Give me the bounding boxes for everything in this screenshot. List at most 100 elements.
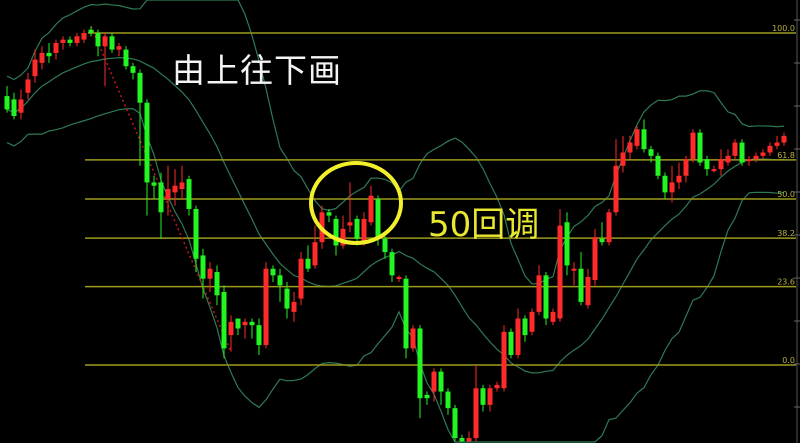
candle-body — [81, 33, 87, 40]
trendline — [90, 26, 232, 353]
candle-body — [760, 152, 766, 156]
candle — [46, 42, 52, 63]
candle-body — [25, 79, 31, 93]
candle-body — [347, 222, 353, 226]
candle-body — [424, 394, 430, 399]
candle — [424, 391, 430, 405]
candle-body — [697, 132, 703, 163]
candle-body — [543, 275, 549, 319]
candle — [165, 165, 171, 216]
candle — [459, 434, 465, 442]
candle-body — [718, 159, 724, 170]
candle — [228, 315, 234, 352]
candle — [74, 33, 80, 47]
candle-body — [690, 132, 696, 160]
candle-body — [473, 388, 479, 439]
candle-body — [445, 391, 451, 409]
candle-body — [382, 238, 388, 253]
trendline-dotted — [90, 26, 232, 353]
candle-body — [564, 222, 570, 266]
candle-body — [417, 328, 423, 399]
candle-body — [270, 268, 276, 276]
candle — [711, 165, 717, 173]
candle-body — [95, 33, 101, 47]
candle-body — [459, 438, 465, 442]
candle — [312, 225, 318, 269]
candles — [4, 26, 787, 442]
candle-body — [487, 388, 493, 405]
candle-body — [711, 169, 717, 172]
candle-body — [116, 46, 122, 50]
candle — [620, 135, 626, 173]
candle-body — [11, 99, 17, 116]
candle — [585, 268, 591, 309]
candle-body — [151, 182, 157, 186]
candle-body — [529, 311, 535, 332]
candle-body — [165, 189, 171, 199]
candle — [382, 235, 388, 259]
candle-body — [732, 142, 738, 156]
annotation-50-retracement: 50回调 — [428, 205, 540, 245]
candle — [116, 42, 122, 57]
candle — [431, 368, 437, 402]
fib-label-61.8: 61.8 — [777, 151, 795, 160]
candle-body — [32, 59, 38, 77]
candle-body — [431, 371, 437, 392]
candle-body — [172, 185, 178, 193]
candle — [753, 152, 759, 163]
candle — [557, 208, 563, 322]
candle-body — [242, 321, 248, 326]
candle — [501, 325, 507, 392]
candle-body — [676, 175, 682, 183]
candle — [445, 388, 451, 415]
candle — [389, 248, 395, 282]
candle — [578, 252, 584, 306]
candle — [144, 99, 150, 216]
candle — [403, 275, 409, 359]
candle-body — [438, 371, 444, 392]
candle — [270, 265, 276, 282]
candle-body — [501, 331, 507, 389]
candle — [361, 212, 367, 246]
bollinger-middle-band — [6, 57, 785, 374]
candle — [494, 381, 500, 392]
candle — [683, 155, 689, 183]
candle-body — [571, 268, 577, 271]
candle-body — [585, 277, 591, 306]
candle — [67, 36, 73, 47]
candle-body — [620, 152, 626, 166]
candle-body — [263, 268, 269, 346]
candle — [627, 135, 633, 160]
candle-body — [669, 182, 675, 193]
candle — [81, 29, 87, 43]
candle — [606, 208, 612, 246]
candle — [592, 228, 598, 286]
candle-body — [767, 145, 773, 153]
candle — [697, 129, 703, 166]
candle-body — [102, 36, 108, 47]
candle — [536, 265, 542, 316]
candle — [473, 365, 479, 442]
candle-body — [634, 129, 640, 146]
candle — [123, 46, 129, 70]
candle-body — [606, 212, 612, 243]
bollinger-lower-band — [6, 108, 785, 443]
candle — [347, 182, 353, 233]
candle — [256, 318, 262, 356]
candle-body — [144, 102, 150, 183]
candle-body — [410, 328, 416, 349]
candle — [438, 368, 444, 405]
candle-body — [158, 182, 164, 213]
candle — [249, 318, 255, 339]
candle — [417, 325, 423, 419]
candle-body — [683, 159, 689, 176]
candle — [179, 165, 185, 199]
candle-body — [725, 155, 731, 163]
candle-body — [522, 318, 528, 336]
candle-body — [256, 325, 262, 346]
candle-body — [123, 49, 129, 67]
candle — [662, 172, 668, 199]
candle-body — [655, 155, 661, 176]
candle-body — [88, 29, 94, 33]
